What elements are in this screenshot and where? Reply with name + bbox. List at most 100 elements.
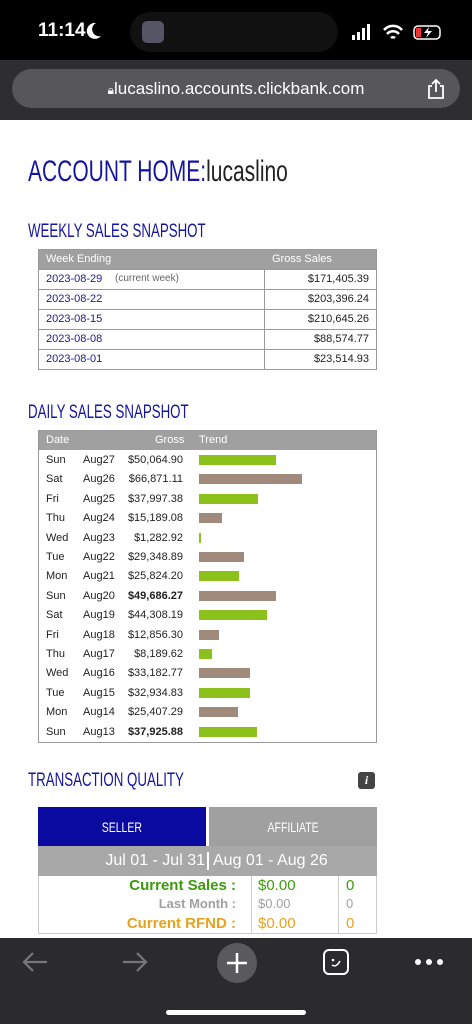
menu-button[interactable] [414,958,444,966]
day: Mon [46,570,68,583]
back-button[interactable] [20,950,50,974]
week-note: (current week) [115,273,179,284]
date: Aug16 [83,667,115,680]
quality-count: 0 [346,877,355,894]
gross: $25,407.29 [127,706,183,719]
gross: $49,686.27 [127,589,183,602]
gross: $15,189.08 [127,512,183,525]
section-title: TRANSACTION QUALITY [28,770,251,792]
table-header [39,431,376,450]
period: Jul 01 - Jul 31 [105,852,205,869]
date: Aug22 [83,551,115,563]
row-divider [39,329,376,330]
new-tab-button[interactable] [216,942,258,984]
cell-divider [251,876,252,895]
cell-divider [338,876,339,895]
tabs-button[interactable] [322,948,350,976]
row-divider [39,289,376,290]
trend-bar [199,552,245,562]
row-divider [39,269,376,270]
day: Fri [46,628,59,641]
day: Thu [46,512,65,525]
trend-bar [199,707,239,718]
period-bar: Jul 01 - Jul 31 Aug 01 - Aug 26 [38,846,377,876]
day: Tue [46,551,65,563]
tab[interactable]: AFFILIATE [209,807,377,846]
period: Aug 01 - Aug 26 [213,852,328,869]
gross: $8,189.62 [134,648,183,660]
day: Sun [46,454,66,466]
gross-sales: $210,645.26 [307,313,369,325]
daily-table: Date Gross Trend Sun Aug27 $50,064.90 Sat Aug26… [38,430,377,743]
column-header: Gross [155,434,185,446]
trend-bar [199,571,239,582]
date: Aug19 [83,609,115,622]
section-title-text: DAILY SALES SNAPSHOT [28,402,189,423]
trend-bar [199,590,276,601]
info-icon[interactable]: i [358,772,375,789]
column-header: Date [46,434,70,446]
gross-sales: $23,514.93 [313,353,369,365]
bottom-toolbar [0,938,472,1024]
table-header [39,250,376,269]
day: Sat [46,609,63,622]
forward-button[interactable] [120,950,150,974]
week-link[interactable]: 2023-08-22 [46,293,103,305]
quality-label: Current Sales : [129,877,236,894]
cell-divider [251,914,252,933]
status-icons [352,24,441,40]
quality-row: Current RFND : $0.00 0 [38,914,377,934]
gross: $1,282.92 [134,531,183,544]
date: Aug27 [83,454,115,466]
gross: $33,182.77 [127,667,183,680]
trend-bar [199,610,268,621]
weekly-table: Week Ending Gross Sales 2023-08-29 (current… [38,249,377,370]
date: Aug23 [83,531,115,544]
gross: $44,308.19 [127,609,183,622]
dynamic-island [130,12,338,52]
quality-label: Current RFND : [126,915,236,932]
heading-username: lucaslino [206,155,288,188]
time: 11:14 [38,20,86,41]
cell-divider [338,914,339,933]
column-header: Gross Sales [272,253,332,265]
date: Aug26 [83,473,115,486]
url-bar[interactable]: 🔒︎lucaslino.accounts.clickbank.com [12,69,460,108]
date: Aug20 [83,589,115,602]
tab[interactable]: SELLER [38,807,206,846]
trend-bar [199,455,277,465]
gross-sales: $171,405.39 [307,273,369,285]
week-link[interactable]: 2023-08-01 [46,353,103,365]
cell-divider [251,895,252,914]
heading-title: ACCOUNT HOME: [28,155,207,188]
tab-text: SELLER [101,819,143,835]
section-title-text: TRANSACTION QUALITY [28,770,184,791]
quality-amount: $0.00 [258,915,296,932]
browser-bar: 🔒︎lucaslino.accounts.clickbank.com [0,60,472,120]
trend-bar [199,493,258,504]
date: Aug13 [83,725,115,738]
column-divider [264,269,265,369]
quality-count: 0 [346,896,354,911]
cell-divider [338,895,339,914]
week-link[interactable]: 2023-08-08 [46,333,103,345]
app-icon [142,21,164,43]
date: Aug14 [83,706,115,719]
day: Sat [46,473,63,486]
column-header: Trend [199,434,228,446]
day: Sun [46,725,66,738]
quality-amount: $0.00 [258,896,291,911]
tab-text: AFFILIATE [267,819,319,835]
trend-bar [199,629,219,640]
url: 🔒︎lucaslino.accounts.clickbank.com [107,79,365,98]
gross: $50,064.90 [127,454,183,466]
week-link[interactable]: 2023-08-29 [46,273,103,285]
week-link[interactable]: 2023-08-15 [46,313,103,325]
date: Aug17 [83,648,115,660]
share-icon[interactable] [426,78,446,100]
section-title-text: WEEKLY SALES SNAPSHOT [28,221,206,242]
gross: $37,997.38 [127,492,183,505]
day: Thu [46,648,65,660]
day: Mon [46,706,68,719]
